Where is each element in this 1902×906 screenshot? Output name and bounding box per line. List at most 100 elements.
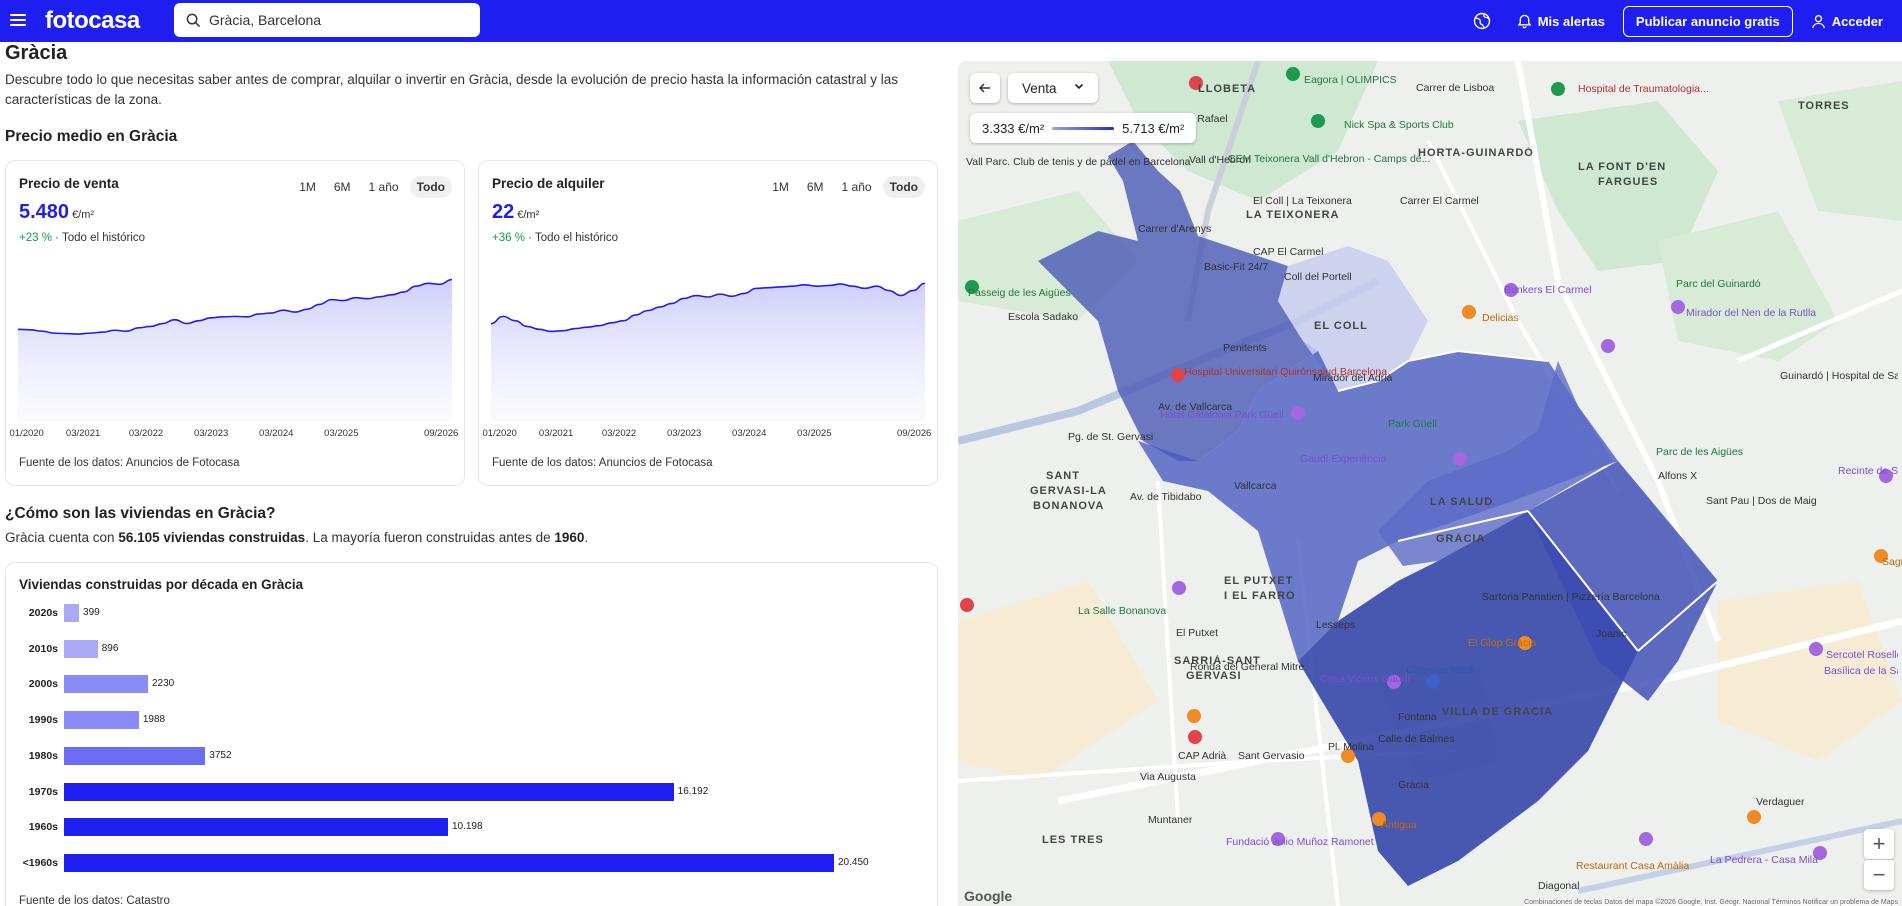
rent-price-unit: €/m² [517,209,540,221]
x-tick-label: 01/2020 [482,428,517,439]
period-1y[interactable]: 1 año [841,180,872,194]
map-label: Basílica de la Sagrada Família [1824,665,1898,677]
period-1m[interactable]: 1M [299,180,316,194]
map-label: Carrer d'Arenys [1138,223,1212,235]
map-label: LA FONT D'EN [1578,161,1667,173]
bar[interactable] [64,711,139,730]
fotocasa-logo[interactable]: fotocasa [45,7,140,34]
map-label: GERVASI [1186,670,1242,682]
bar[interactable] [64,782,674,801]
search-box[interactable] [174,3,480,37]
bar-row: 2010s 896 [6,639,926,659]
zoom-out-button[interactable]: − [1864,860,1894,890]
top-navigation-bar: fotocasa Mis alertas Publicar anuncio gr… [0,0,1902,42]
map-label: Gràcia [1398,779,1429,791]
district-vallcarca[interactable] [1138,351,1618,661]
bar-category-label: 2000s [28,678,58,691]
map-back-button[interactable] [970,73,1000,103]
map-label: El Coll | La Teixonera [1253,195,1352,207]
map-label: Park Güell [1388,418,1438,430]
decade-chart-title: Viviendas construidas por década en Gràc… [19,577,304,592]
search-input[interactable] [209,12,459,28]
menu-icon[interactable] [10,12,26,28]
sale-price-unit: €/m² [72,209,95,221]
map-label: Av. de Vallcarca [1158,401,1233,413]
map-label: Vall Parc. Club de tenis y de pádel en B… [966,156,1191,168]
bar-category-label: 1960s [28,821,58,834]
map-label: Hospital de Traumatologia... [1578,83,1709,95]
map-label: HORTA-GUINARDÓ [1418,147,1534,159]
x-tick-label: 09/2026 [896,428,932,439]
bar-value-label: 1988 [142,714,166,726]
map-label: Mirador del Nen de la Rutlla [1686,307,1817,319]
alerts-label: Mis alertas [1537,13,1605,29]
price-legend: 3.333 €/m² 5.713 €/m² [970,113,1197,143]
rent-period-selector: 1M 6M 1 año Todo [761,176,925,198]
search-icon [186,13,201,27]
rent-price-card: Precio de alquiler 1M 6M 1 año Todo 22 €/… [478,160,938,486]
period-1m[interactable]: 1M [772,180,789,194]
district-camp-den-grassot[interactable] [1528,461,1718,701]
bell-icon [1517,14,1532,28]
period-all[interactable]: Todo [409,176,452,198]
bar[interactable] [64,853,834,872]
x-tick-label: 03/2025 [797,428,832,439]
map-label: Passeig de les Aigües [968,287,1071,299]
map-label: Fontana [1398,711,1437,723]
map-label: Cinemes Verdi [1406,664,1475,676]
sale-price-chart[interactable] [18,261,452,421]
map-label: VILLA DE GRACIA [1442,706,1554,718]
chart-line [491,282,925,333]
legend-max: 5.713 €/m² [1122,120,1185,136]
bar-category-label: 1990s [28,714,58,727]
login-label: Acceder [1831,13,1883,29]
zoom-in-button[interactable]: + [1864,829,1894,859]
map-label: Antigua [1381,819,1417,831]
map-label: SANT [1046,470,1080,482]
map-mode-select[interactable]: Venta [1008,73,1098,103]
bar-row: 2020s 399 [6,603,926,623]
bar[interactable] [64,639,98,658]
map-attribution[interactable]: Combinaciones de teclas Datos del mapa ©… [1524,899,1898,906]
bar[interactable] [64,746,206,765]
map-canvas[interactable] [958,61,1902,906]
map-label: Fundació Julio Muñoz Ramonet [1226,836,1374,848]
map-label: Alfons X [1658,470,1698,482]
x-tick-label: 03/2022 [128,428,164,439]
period-all[interactable]: Todo [882,176,925,198]
map-label: Sant Gervasio [1238,750,1305,762]
page-title: Gràcia [5,42,68,64]
bar-value-label: 2230 [151,678,175,690]
sale-period-selector: 1M 6M 1 año Todo [288,176,452,198]
alerts-link[interactable]: Mis alertas [1517,14,1605,29]
period-1y[interactable]: 1 año [368,180,399,194]
district-el-coll-teixonera[interactable] [1038,141,1318,461]
map-label: Mirador del Adrià [1313,372,1393,384]
map-label: Pl. Molina [1328,741,1375,753]
map-label: Vall d'Hebron [1189,154,1251,166]
map-label: Av. de Tibidabo [1130,491,1202,503]
map-label: Recinte de Sant [1838,465,1898,477]
publish-ad-button[interactable]: Publicar anuncio gratis [1622,5,1793,37]
period-6m[interactable]: 6M [806,180,824,194]
map-label: Sagrada [1882,556,1902,568]
arrow-left-icon [978,83,990,93]
bar[interactable] [64,604,80,622]
bar[interactable] [64,675,148,694]
district-la-salud[interactable] [1378,361,1613,566]
rent-price-chart[interactable] [491,261,925,421]
map-mode-value: Venta [1022,80,1057,96]
bar[interactable] [64,818,448,837]
bar-value-label: 399 [83,607,100,618]
map-label: Diagonal [1538,880,1580,892]
map-label: Ronda del General Mitre [1190,661,1305,673]
period-6m[interactable]: 6M [333,180,351,194]
neighborhood-map[interactable]: HORTA-GUINARDÓ LA FONT D'EN FARGUES LA TEIX… [958,61,1902,906]
rent-price-value: 22 €/m² [492,201,539,224]
language-globe-icon[interactable] [1473,12,1491,30]
x-tick-label: 03/2025 [324,428,359,439]
login-link[interactable]: Acceder [1811,14,1883,29]
map-label: Calle de Balmes [1378,733,1455,745]
map-label: LA TEIXONERA [1246,209,1340,221]
district-villa-de-gracia[interactable] [1298,511,1638,886]
